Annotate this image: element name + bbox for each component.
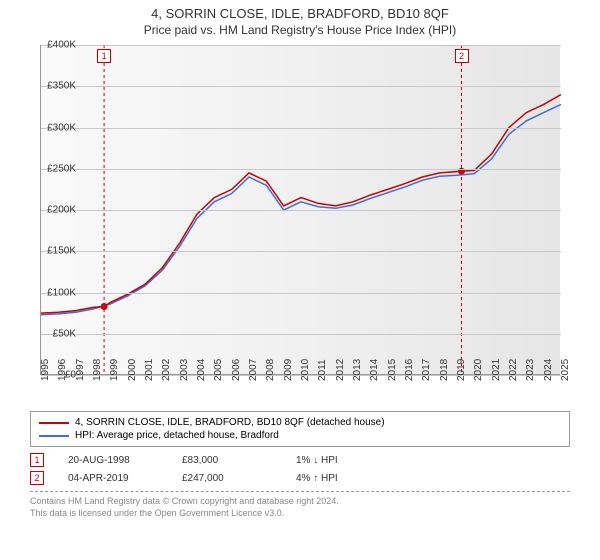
chart-marker-2: 2 [455,49,469,63]
y-tick-label: £150K [47,246,76,257]
footer-attribution: Contains HM Land Registry data © Crown c… [30,491,570,519]
data-points-table: 1 20-AUG-1998 £83,000 1% ↓ HPI 2 04-APR-… [30,451,570,487]
y-tick-label: £350K [47,81,76,92]
legend-box: 4, SORRIN CLOSE, IDLE, BRADFORD, BD10 8Q… [30,411,570,447]
y-tick-label: £400K [47,40,76,51]
chart-area: 12 £0£50K£100K£150K£200K£250K£300K£350K£… [40,45,600,405]
legend-label-property: 4, SORRIN CLOSE, IDLE, BRADFORD, BD10 8Q… [75,417,385,428]
chart-subtitle: Price paid vs. HM Land Registry's House … [0,21,600,41]
data-row-1: 1 20-AUG-1998 £83,000 1% ↓ HPI [30,451,570,469]
data-pct-2: 4% ↑ HPI [296,473,386,484]
legend-swatch-hpi [39,435,69,437]
y-tick-label: £50K [53,328,76,339]
marker-badge-1: 1 [30,453,44,467]
arrow-down-icon: ↓ [313,455,318,466]
legend-item-hpi: HPI: Average price, detached house, Brad… [39,429,561,442]
marker-badge-2: 2 [30,471,44,485]
y-tick-label: £100K [47,287,76,298]
data-price-1: £83,000 [182,455,272,466]
chart-title: 4, SORRIN CLOSE, IDLE, BRADFORD, BD10 8Q… [0,0,600,21]
footer-line-1: Contains HM Land Registry data © Crown c… [30,496,570,508]
y-tick-label: £200K [47,205,76,216]
y-tick-label: £300K [47,122,76,133]
legend-item-property: 4, SORRIN CLOSE, IDLE, BRADFORD, BD10 8Q… [39,416,561,429]
y-tick-label: £250K [47,163,76,174]
data-price-2: £247,000 [182,473,272,484]
footer-line-2: This data is licensed under the Open Gov… [30,508,570,520]
data-date-1: 20-AUG-1998 [68,455,158,466]
data-date-2: 04-APR-2019 [68,473,158,484]
chart-container: 4, SORRIN CLOSE, IDLE, BRADFORD, BD10 8Q… [0,0,600,560]
plot-area: 12 [40,45,560,375]
data-row-2: 2 04-APR-2019 £247,000 4% ↑ HPI [30,469,570,487]
chart-marker-1: 1 [97,49,111,63]
data-pct-1: 1% ↓ HPI [296,455,386,466]
arrow-up-icon: ↑ [313,473,318,484]
x-tick-label: 2025 [560,359,588,381]
legend-label-hpi: HPI: Average price, detached house, Brad… [75,430,279,441]
legend-swatch-property [39,422,69,424]
